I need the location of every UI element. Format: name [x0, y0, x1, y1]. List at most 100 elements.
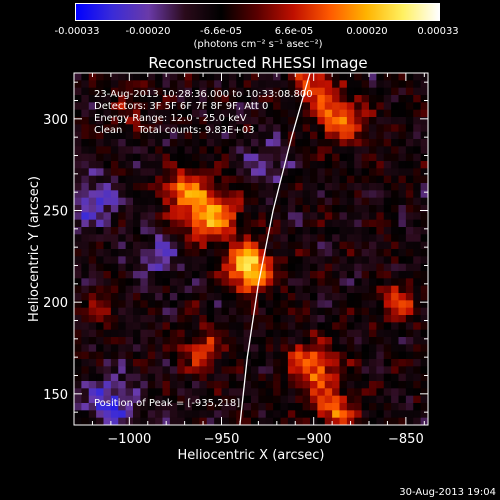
heatmap-cell [376, 315, 385, 323]
heatmap-cell [74, 278, 82, 287]
heatmap-cell [317, 344, 326, 353]
heatmap-cell [251, 329, 259, 338]
heatmap-cell [199, 315, 208, 323]
heatmap-cell [103, 315, 112, 323]
heatmap-cell [413, 417, 422, 426]
heatmap-cell [258, 109, 267, 118]
heatmap-cell [88, 351, 97, 360]
heatmap-cell [221, 124, 230, 133]
heatmap-cell [214, 410, 222, 419]
heatmap-cell [199, 337, 208, 345]
heatmap-cell [155, 359, 163, 367]
heatmap-cell [228, 117, 237, 125]
heatmap-cell [103, 95, 112, 103]
heatmap-cell [251, 285, 259, 294]
colorbar-tick-label: -6.6e-05 [200, 26, 242, 37]
heatmap-cell [317, 359, 326, 367]
heatmap-cell [236, 80, 245, 89]
heatmap-cell [147, 197, 156, 206]
heatmap-cell [265, 315, 274, 323]
heatmap-cell [413, 197, 422, 206]
heatmap-cell [192, 234, 200, 243]
heatmap-cell [302, 351, 311, 360]
heatmap-cell [413, 410, 422, 419]
heatmap-cell [103, 373, 112, 382]
heatmap-cell [199, 197, 208, 206]
heatmap-cell [177, 117, 186, 125]
heatmap-cell [398, 403, 407, 411]
heatmap-cell [391, 249, 399, 257]
heatmap-cell [324, 381, 333, 389]
heatmap-cell [243, 278, 252, 287]
heatmap-cell [369, 329, 377, 338]
heatmap-cell [273, 124, 281, 133]
heatmap-cell [310, 153, 318, 162]
heatmap-cell [310, 146, 318, 155]
heatmap-cell [280, 153, 289, 162]
heatmap-cell [273, 146, 281, 155]
heatmap-cell [265, 278, 274, 287]
heatmap-cell [155, 322, 163, 331]
heatmap-cell [258, 124, 267, 133]
heatmap-cell [110, 344, 119, 353]
heatmap-cell [103, 234, 112, 243]
heatmap-cell [273, 227, 281, 235]
heatmap-cell [376, 80, 385, 89]
heatmap-cell [265, 351, 274, 360]
heatmap-cell [81, 146, 90, 155]
heatmap-cell [346, 175, 355, 184]
heatmap-cell [420, 241, 429, 250]
heatmap-cell [169, 403, 178, 411]
heatmap-cell [184, 212, 193, 221]
heatmap-cell [236, 256, 245, 265]
heatmap-cell [302, 87, 311, 96]
heatmap-cell [133, 381, 141, 389]
heatmap-cell [265, 410, 274, 419]
heatmap-cell [332, 271, 340, 279]
heatmap-cell [88, 168, 97, 177]
heatmap-cell [332, 366, 340, 375]
heatmap-cell [302, 315, 311, 323]
heatmap-cell [295, 278, 304, 287]
heatmap-cell [88, 359, 97, 367]
heatmap-cell [354, 234, 363, 243]
heatmap-cell [96, 131, 104, 140]
heatmap-cell [295, 95, 304, 103]
heatmap-cell [221, 87, 230, 96]
heatmap-cell [162, 95, 171, 103]
heatmap-cell [280, 249, 289, 257]
heatmap-cell [147, 175, 156, 184]
heatmap-cell [228, 395, 237, 404]
heatmap-cell [324, 322, 333, 331]
heatmap-cell [118, 256, 127, 265]
heatmap-cell [96, 307, 104, 316]
heatmap-cell [96, 183, 104, 191]
heatmap-cell [206, 73, 215, 81]
heatmap-cell [74, 212, 82, 221]
heatmap-cell [96, 219, 104, 228]
heatmap-cell [258, 278, 267, 287]
heatmap-cell [369, 139, 377, 147]
heatmap-cell [214, 249, 222, 257]
heatmap-cell [398, 256, 407, 265]
heatmap-cell [310, 278, 318, 287]
heatmap-cell [125, 161, 134, 169]
heatmap-cell [118, 109, 127, 118]
heatmap-cell [184, 300, 193, 309]
heatmap-cell [199, 263, 208, 272]
heatmap-cell [199, 146, 208, 155]
heatmap-cell [273, 153, 281, 162]
heatmap-cell [295, 263, 304, 272]
heatmap-cell [162, 359, 171, 367]
heatmap-cell [81, 373, 90, 382]
heatmap-cell [413, 234, 422, 243]
heatmap-cell [96, 410, 104, 419]
heatmap-cell [361, 205, 370, 213]
heatmap-cell [214, 293, 222, 301]
heatmap-cell [147, 315, 156, 323]
heatmap-cell [125, 109, 134, 118]
heatmap-cell [88, 271, 97, 279]
heatmap-cell [88, 80, 97, 89]
heatmap-cell [236, 388, 245, 397]
heatmap-cell [81, 109, 90, 118]
